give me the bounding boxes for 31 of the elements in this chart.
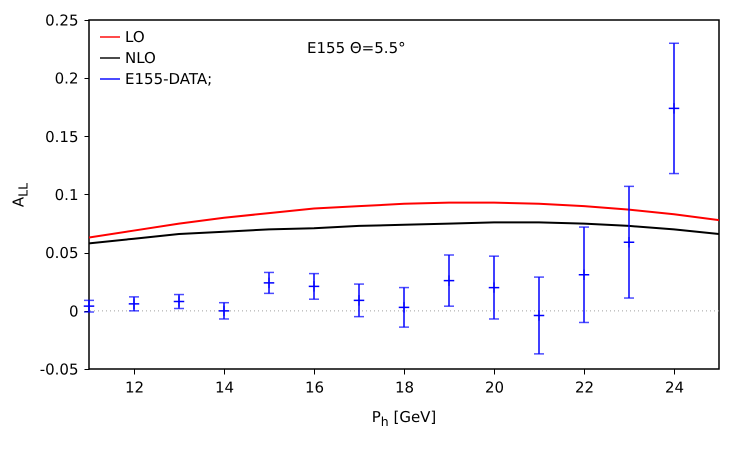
y-tick-label: 0.2	[54, 70, 78, 88]
x-tick-label: 16	[304, 378, 324, 396]
point	[353, 294, 365, 306]
point	[398, 301, 410, 314]
y-tick-label: 0	[68, 302, 78, 320]
point	[668, 102, 680, 114]
legend-label: E155-DATA;	[125, 70, 212, 88]
y-tick-label: 0.05	[45, 244, 78, 262]
x-tick-label: 22	[574, 378, 594, 396]
x-axis-title: P$_{h}$ [GeV]	[372, 408, 436, 429]
x-tick-label: 20	[484, 378, 504, 396]
annotation: E155 Θ=5.5°	[307, 39, 406, 57]
legend-label: LO	[125, 28, 145, 46]
x-tick-label: 18	[394, 378, 414, 396]
y-tick-label: 0.1	[54, 186, 78, 204]
legend-label: NLO	[125, 49, 156, 67]
point	[488, 282, 500, 294]
point	[218, 304, 230, 317]
x-tick-label: 14	[214, 378, 234, 396]
point	[578, 268, 590, 281]
line-series	[89, 202, 719, 239]
y-tick-label: 0.25	[45, 12, 78, 30]
x-tick-label: 24	[664, 378, 684, 396]
point	[533, 309, 545, 322]
point	[443, 274, 455, 287]
point	[623, 236, 635, 248]
x-tick-label: 12	[124, 378, 144, 396]
point	[308, 280, 320, 292]
point	[263, 276, 275, 289]
y-tick-label: 0.15	[45, 128, 78, 146]
y-tick-label: -0.05	[40, 360, 78, 378]
